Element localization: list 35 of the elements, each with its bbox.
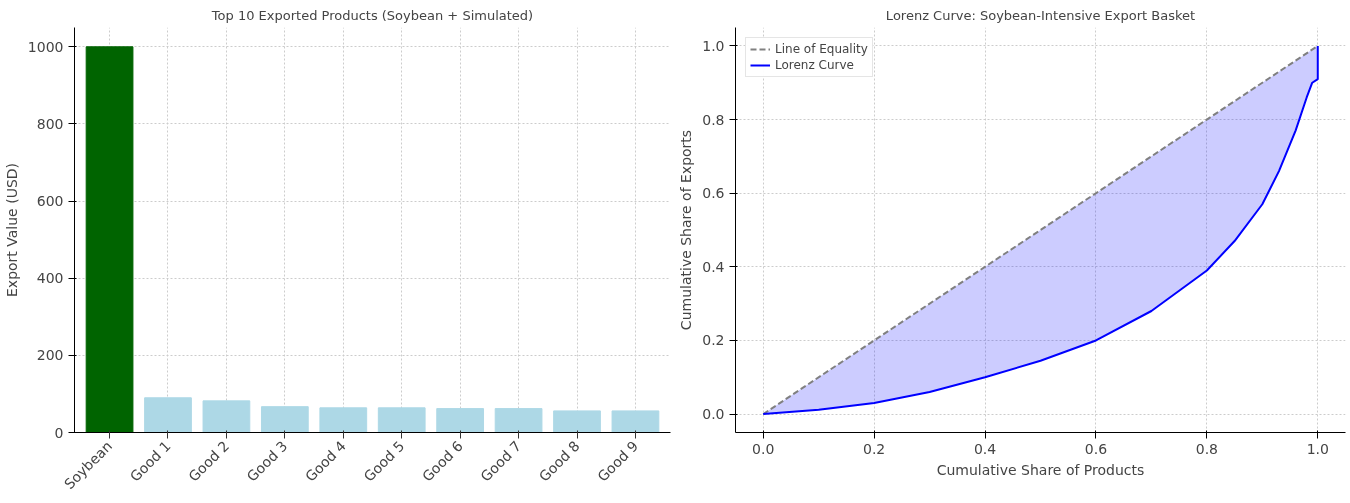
bar bbox=[144, 397, 192, 433]
y-tick-label: 400 bbox=[36, 270, 64, 287]
chart-title: Lorenz Curve: Soybean-Intensive Export Basket bbox=[885, 7, 1196, 23]
bar bbox=[611, 410, 660, 433]
y-tick-label: 0.6 bbox=[702, 185, 725, 202]
y-tick-label: 800 bbox=[36, 115, 64, 132]
y-tick-label: 0.8 bbox=[702, 111, 725, 128]
y-tick-label: 0 bbox=[54, 424, 64, 441]
bar bbox=[260, 406, 309, 433]
x-tick-label: 0.0 bbox=[752, 440, 775, 457]
x-tick-label: 0.2 bbox=[863, 440, 886, 457]
y-tick-label: 200 bbox=[36, 347, 64, 364]
x-tick-label: 0.6 bbox=[1084, 440, 1108, 457]
x-tick-label: 0.4 bbox=[973, 440, 997, 457]
x-tick-label: 0.8 bbox=[1195, 440, 1218, 457]
legend-label: Line of Equality bbox=[775, 42, 868, 56]
y-axis-title: Export Value (USD) bbox=[3, 162, 20, 298]
bar bbox=[494, 408, 543, 433]
y-tick-label: 0.4 bbox=[702, 258, 725, 275]
y-tick-label: 0.0 bbox=[702, 406, 725, 423]
bar bbox=[319, 407, 368, 433]
y-axis-title: Cumulative Share of Exports bbox=[678, 129, 695, 331]
y-tick-label: 0.2 bbox=[702, 332, 725, 349]
bar bbox=[553, 410, 601, 433]
bar bbox=[436, 408, 485, 433]
y-tick-label: 1000 bbox=[27, 38, 64, 55]
x-tick-label: 1.0 bbox=[1306, 440, 1329, 457]
bar bbox=[202, 400, 251, 433]
bar bbox=[377, 407, 426, 433]
chart-title: Top 10 Exported Products (Soybean + Simulated) bbox=[210, 7, 534, 23]
y-tick-label: 600 bbox=[36, 193, 64, 210]
y-tick-label: 1.0 bbox=[702, 37, 725, 54]
bar bbox=[85, 46, 134, 433]
legend-label: Lorenz Curve bbox=[775, 58, 854, 72]
x-axis-title: Cumulative Share of Products bbox=[936, 461, 1145, 478]
